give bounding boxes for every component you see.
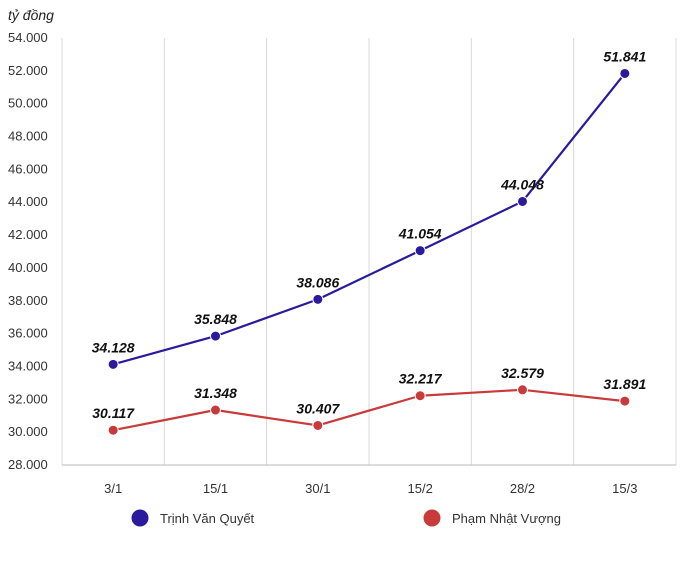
- y-tick-label: 44.000: [8, 194, 48, 209]
- y-tick-label: 52.000: [8, 63, 48, 78]
- data-point: [517, 384, 528, 396]
- x-tick-label: 15/3: [612, 481, 637, 496]
- data-label: 51.841: [603, 48, 646, 64]
- legend: Trịnh Văn Quyết Phạm Nhật Vượng: [131, 509, 561, 527]
- legend-marker: [423, 509, 441, 527]
- series-line: [112, 388, 625, 432]
- data-point: [107, 424, 119, 436]
- legend-label: Trịnh Văn Quyết: [160, 511, 255, 526]
- y-tick-label: 32.000: [8, 391, 48, 406]
- data-point: [414, 245, 426, 257]
- x-tick-label: 30/1: [305, 481, 330, 496]
- data-label: 32.579: [501, 365, 544, 381]
- data-label: 32.217: [399, 371, 443, 387]
- y-tick-label: 30.000: [8, 424, 48, 439]
- data-label: 35.848: [194, 311, 237, 327]
- x-tick-label: 15/2: [408, 481, 433, 496]
- axes: 28.000 30.000 32.000 34.000 36.000 38.000 40.0…: [8, 30, 676, 496]
- data-point: [619, 395, 631, 407]
- y-tick-label: 48.000: [8, 129, 48, 144]
- x-tick-label: 3/1: [104, 481, 122, 496]
- data-label: 30.117: [92, 405, 135, 421]
- data-point: [210, 330, 221, 342]
- x-tick-label: 15/1: [203, 481, 228, 496]
- data-point: [210, 404, 221, 416]
- data-label: 31.891: [603, 376, 646, 392]
- x-tick-label: 28/2: [510, 481, 535, 496]
- gridlines: [61, 38, 677, 465]
- data-point: [312, 293, 324, 305]
- data-point: [312, 419, 324, 431]
- data-label: 31.348: [194, 385, 237, 401]
- legend-marker: [131, 509, 149, 527]
- data-point: [414, 390, 426, 402]
- y-tick-label: 54.000: [8, 30, 48, 45]
- data-labels: 34.128 35.848 38.086 41.054 44.048 51.841 30.1…: [92, 48, 647, 421]
- data-label: 34.128: [92, 339, 135, 355]
- data-label: 44.048: [500, 176, 544, 192]
- data-label: 38.086: [296, 274, 339, 290]
- data-point: [517, 195, 528, 207]
- legend-label: Phạm Nhật Vượng: [452, 511, 561, 526]
- data-label: 30.407: [296, 400, 340, 416]
- data-label: 41.054: [398, 226, 442, 242]
- y-tick-label: 40.000: [8, 260, 48, 275]
- y-tick-label: 28.000: [8, 457, 48, 472]
- y-tick-label: 36.000: [8, 326, 48, 341]
- y-tick-label: 38.000: [8, 293, 48, 308]
- y-tick-label: 42.000: [8, 227, 48, 242]
- y-tick-label: 50.000: [8, 96, 48, 111]
- data-point: [619, 67, 631, 79]
- data-point: [107, 358, 119, 370]
- y-tick-label: 34.000: [8, 358, 48, 373]
- series-line: [112, 72, 626, 366]
- series-group: [107, 67, 631, 436]
- y-axis-unit-label: tỷ đồng: [8, 7, 54, 23]
- y-tick-label: 46.000: [8, 161, 48, 176]
